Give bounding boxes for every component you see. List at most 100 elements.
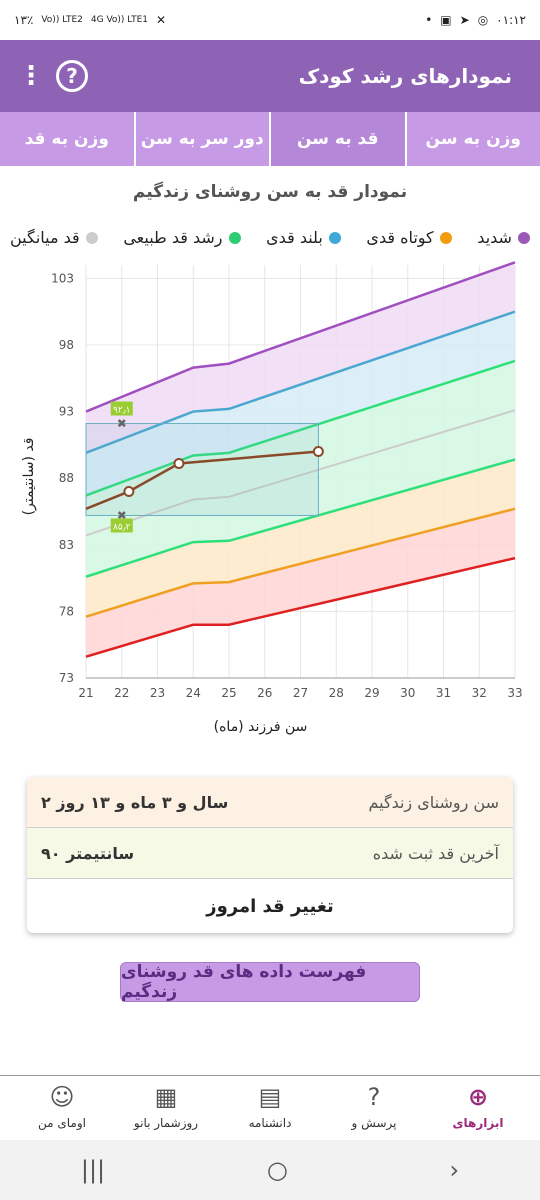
change-height-button[interactable]: تغییر قد امروز: [206, 895, 334, 917]
x-tick-label: 23: [150, 686, 165, 700]
growth-chart: ✖۹۲٫۱✖۸۵٫۲21 22 23 24 25 26 27 28 29 30 31 32 337378…: [21, 261, 523, 735]
nav-item-2[interactable]: ▤ دانشنامه: [226, 1076, 314, 1140]
x-tick-label: 30: [400, 686, 415, 700]
chart-band: [86, 508, 515, 657]
nav-label: روزشمار بانو: [133, 1116, 199, 1130]
recents-icon[interactable]: |||: [80, 1156, 106, 1184]
percentile-curve: [85, 409, 516, 537]
network-2: 4G Vo)) LTE1: [90, 14, 148, 25]
help-button[interactable]: ?: [56, 60, 88, 92]
y-tick-label: 93: [59, 405, 74, 419]
back-icon[interactable]: ›: [449, 1156, 460, 1184]
tab-1[interactable]: قد به سن: [269, 112, 405, 166]
legend-dot-icon: [328, 231, 341, 244]
nav-label: ابزارهای: [452, 1116, 504, 1130]
user-icon: ☺: [49, 1083, 75, 1111]
legend-label: رشد قد طبیعی: [123, 228, 223, 247]
nav-label: دانشنامه: [248, 1116, 292, 1130]
legend-item[interactable]: شدید: [477, 228, 530, 247]
legend-dot-icon: [517, 231, 530, 244]
legend-item[interactable]: رشد قد طبیعی: [123, 228, 241, 247]
battery-indicator: ۱۳٪: [14, 13, 34, 27]
age-value: ۲ سال و ۳ ماه و ۱۳ روز: [41, 792, 229, 812]
marker-label-box: [110, 518, 133, 533]
legend-label: شدید: [477, 228, 512, 247]
nav-item-0[interactable]: ⊕ ابزارهای: [434, 1076, 522, 1140]
clock: ۰۱:۱۲: [496, 13, 526, 27]
telegram-icon: ➤: [459, 13, 470, 27]
age-label: سن روشنای زندگیم: [368, 792, 499, 812]
percentile-curve: [85, 359, 516, 497]
child-height-point: [173, 458, 185, 470]
y-tick-label: 98: [59, 338, 74, 352]
more-menu-icon[interactable]: ⋮: [18, 61, 44, 91]
app-bar: ⋮ ? نمودارهای رشد کودک: [0, 40, 540, 112]
marker-label: ۸۵٫۲: [113, 522, 131, 532]
range-box: [85, 423, 319, 516]
bottom-navigation: ⊕ ابزارهای ? پرسش و ▤ دانشنامه ▦ روزشمار بانو ☺ ا…: [0, 1075, 540, 1140]
tab-bar: وزن به سن قد به سن دور سر به سن وزن به قد: [0, 112, 540, 166]
book-icon: ▤: [258, 1083, 282, 1111]
legend-item[interactable]: کوتاه قدی: [366, 228, 452, 247]
height-data-list-button[interactable]: فهرست داده های قد روشنای زندگیم: [120, 962, 420, 1002]
status-left: ۱۳٪ Vo)) LTE2 4G Vo)) LTE1 ✕: [14, 13, 166, 27]
x-tick-label: 29: [364, 686, 379, 700]
last-height-row: ۹۰ سانتیمتر آخرین قد ثبت شده: [27, 828, 513, 879]
legend-item[interactable]: قد میانگین: [10, 228, 98, 247]
child-height-point: [312, 446, 324, 458]
chart-legend: شدید کوتاه قدی بلند قدی رشد قد طبیعی قد میان…: [10, 228, 530, 247]
app-actions: ⋮ ?: [18, 60, 88, 92]
chart-band: [86, 459, 515, 617]
chart-band: [86, 311, 515, 496]
last-height-label: آخرین قد ثبت شده: [372, 843, 499, 863]
whatsapp-icon: ◎: [477, 13, 489, 27]
medical-kit-icon: ⊕: [467, 1083, 489, 1111]
legend-item[interactable]: بلند قدی: [266, 228, 341, 247]
tab-0[interactable]: وزن به سن: [404, 112, 540, 166]
legend-label: قد میانگین: [10, 228, 80, 247]
percentile-curve: [85, 556, 516, 658]
nav-item-3[interactable]: ▦ روزشمار بانو: [122, 1076, 210, 1140]
y-tick-label: 83: [59, 538, 74, 552]
percentile-curve: [85, 458, 516, 578]
x-tick-label: 22: [114, 686, 129, 700]
network-1: Vo)) LTE2: [41, 14, 83, 25]
legend-label: بلند قدی: [266, 228, 323, 247]
system-navigation: ||| ○ ›: [0, 1140, 540, 1200]
child-height-point: [123, 485, 135, 497]
y-tick-label: 73: [59, 671, 74, 685]
marker-label-box: [110, 401, 133, 416]
x-tick-label: 27: [293, 686, 308, 700]
mute-icon: ✕: [155, 13, 167, 27]
legend-dot-icon: [439, 231, 452, 244]
x-tick-label: 33: [507, 686, 522, 700]
info-card: ۲ سال و ۳ ماه و ۱۳ روز سن روشنای زندگیم …: [27, 777, 513, 933]
marker-label: ۹۲٫۱: [113, 406, 130, 416]
page-title: نمودارهای رشد کودک: [298, 64, 512, 88]
legend-dot-icon: [85, 231, 98, 244]
chart-title: نمودار قد به سن روشنای زندگیم: [132, 182, 408, 202]
x-tick-label: 24: [186, 686, 201, 700]
nav-item-1[interactable]: ? پرسش و: [330, 1076, 418, 1140]
last-height-value: ۹۰ سانتیمتر: [41, 843, 135, 863]
nav-item-4[interactable]: ☺ اومای من: [18, 1076, 106, 1140]
percentile-curve: [85, 261, 516, 413]
x-tick-label: 25: [221, 686, 236, 700]
chart-band: [86, 360, 515, 577]
y-tick-label: 88: [59, 471, 74, 485]
tab-3[interactable]: وزن به قد: [24, 129, 109, 149]
x-tick-label: 31: [436, 686, 451, 700]
marker-cross-icon: ✖: [117, 508, 127, 522]
x-tick-label: 26: [257, 686, 272, 700]
y-axis-title: قد (سانتیمتر): [21, 438, 37, 516]
tab-2[interactable]: دور سر به سن: [133, 112, 270, 166]
question-bubble-icon: ?: [367, 1083, 381, 1111]
nav-label: اومای من: [38, 1116, 86, 1130]
percentile-curve: [85, 507, 516, 618]
x-tick-label: 32: [472, 686, 487, 700]
chart-band: [86, 262, 515, 453]
notification-dot-icon: •: [425, 13, 433, 27]
home-icon[interactable]: ○: [266, 1156, 288, 1184]
x-axis-title: سن فرزند (ماه): [214, 719, 308, 735]
x-tick-label: 28: [329, 686, 344, 700]
